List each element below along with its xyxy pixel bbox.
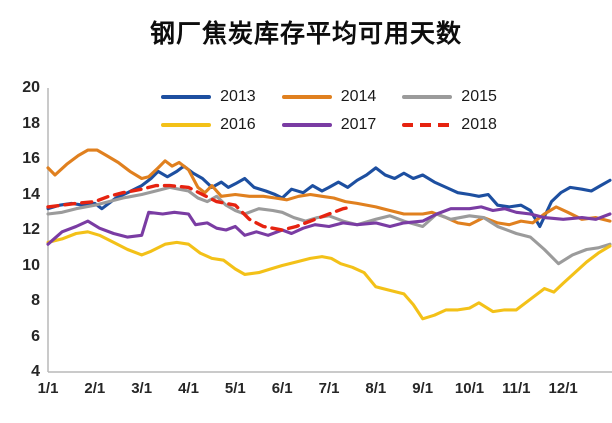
x-tick-label-9-1: 9/1: [412, 380, 434, 397]
y-tick-label-20: 20: [22, 79, 40, 96]
legend-label-2014: 2014: [340, 88, 377, 105]
x-tick-label-6-1: 6/1: [271, 380, 293, 397]
x-tick-label-8-1: 8/1: [365, 380, 387, 397]
legend-label-2018: 2018: [461, 116, 497, 133]
legend-item-2013: 2013: [161, 88, 256, 106]
series-line-2017: [46, 205, 612, 246]
y-tick-label-10: 10: [22, 256, 40, 274]
legend-label-2013: 2013: [220, 88, 256, 105]
legend-line-swatch-2016: [161, 123, 212, 127]
y-tick-label-4: 4: [31, 363, 40, 380]
legend: 2013 2014 2015 2016 2017 2018: [48, 88, 610, 134]
legend-line-swatch-2015: [402, 95, 453, 99]
legend-item-2018: 2018: [402, 116, 497, 134]
x-tick-label-11-1: 11/1: [502, 380, 531, 397]
legend-line-swatch-2018-dashed: [402, 123, 453, 127]
legend-label-2016: 2016: [220, 116, 256, 133]
legend-row-1: 2013 2014 2015: [161, 88, 497, 106]
legend-line-swatch-2017: [281, 123, 332, 127]
legend-item-2016: 2016: [161, 116, 256, 134]
x-tick-label-4-1: 4/1: [178, 380, 199, 397]
y-tick-label-16: 16: [22, 150, 40, 167]
y-tick-label-18: 18: [22, 114, 40, 132]
y-tick-label-14: 14: [22, 185, 40, 203]
series-line-2014: [46, 148, 612, 227]
x-tick-label-7-1: 7/1: [318, 380, 340, 397]
legend-label-2017: 2017: [340, 116, 377, 133]
chart-title: 钢厂焦炭库存平均可用天数: [149, 20, 462, 48]
y-tick-label-6: 6: [31, 327, 40, 345]
x-tick-label-10-1: 10/1: [454, 380, 485, 397]
x-tick-label-3-1: 3/1: [131, 380, 153, 397]
x-tick-label-1-1: 1/1: [37, 380, 59, 397]
series-line-2016: [46, 230, 612, 321]
legend-row-2: 2016 2017 2018: [161, 116, 497, 134]
legend-item-2015: 2015: [402, 88, 497, 106]
series-line-2018: [46, 183, 355, 232]
legend-item-2014: 2014: [281, 88, 377, 106]
legend-line-swatch-2014: [281, 95, 332, 99]
y-tick-label-12: 12: [22, 221, 40, 238]
legend-label-2015: 2015: [461, 88, 497, 105]
series-line-2013: [46, 164, 612, 229]
legend-item-2017: 2017: [281, 116, 377, 134]
x-tick-label-12-1: 12/1: [548, 380, 578, 397]
x-tick-label-5-1: 5/1: [224, 380, 246, 397]
y-tick-label-8: 8: [31, 292, 40, 309]
x-tick-label-2-1: 2/1: [84, 380, 106, 397]
legend-line-swatch-2013: [161, 95, 212, 99]
